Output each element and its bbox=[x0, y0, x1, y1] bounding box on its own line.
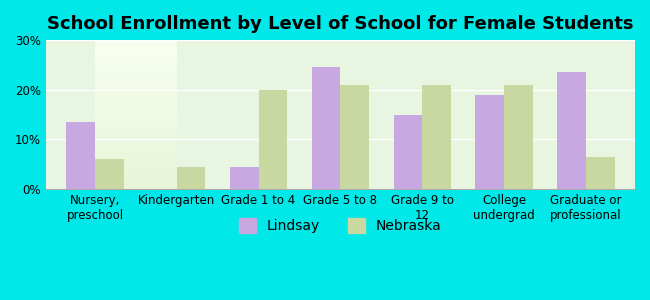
Bar bbox=[230, 167, 259, 189]
Bar bbox=[586, 157, 614, 189]
Bar bbox=[394, 115, 422, 189]
Bar bbox=[475, 95, 504, 189]
Legend: Lindsay, Nebraska: Lindsay, Nebraska bbox=[234, 213, 447, 239]
Bar bbox=[66, 122, 95, 189]
Bar bbox=[95, 159, 124, 189]
Bar bbox=[312, 68, 341, 189]
Bar bbox=[341, 85, 369, 189]
Bar bbox=[259, 90, 287, 189]
Bar bbox=[504, 85, 533, 189]
Bar bbox=[177, 167, 205, 189]
Bar bbox=[557, 72, 586, 189]
Title: School Enrollment by Level of School for Female Students: School Enrollment by Level of School for… bbox=[47, 15, 634, 33]
Bar bbox=[422, 85, 451, 189]
